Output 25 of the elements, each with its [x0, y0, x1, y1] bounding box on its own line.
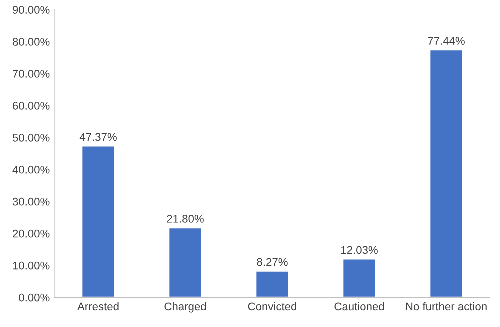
data-label: 21.80% [167, 215, 204, 223]
bar [81, 145, 116, 298]
y-tick-label: 90.00% [12, 6, 50, 14]
y-tick-label: 50.00% [12, 134, 50, 142]
x-tick-label: Arrested [78, 302, 119, 311]
y-tick-label: 0.00% [19, 294, 50, 302]
y-tick-label: 30.00% [12, 198, 50, 206]
y-tick-label: 20.00% [13, 230, 50, 238]
x-tick-label: Charged [164, 302, 206, 313]
data-label: 8.27% [257, 258, 288, 266]
bar [342, 258, 377, 298]
y-tick-label: 40.00% [12, 166, 50, 174]
y-tick-label: 10.00% [13, 262, 50, 270]
y-tick-label: 60.00% [13, 102, 50, 110]
bar [255, 270, 290, 298]
x-tick-label: No further action [406, 302, 487, 311]
x-tick-label: Cautioned [334, 302, 384, 311]
data-label: 77.44% [428, 37, 465, 45]
x-tick-label: Convicted [248, 302, 296, 311]
data-label: 12.03% [342, 246, 378, 254]
bar [429, 49, 464, 298]
y-tick-label: 80.00% [12, 38, 50, 46]
bar [168, 227, 203, 298]
data-label: 47.37% [80, 133, 117, 142]
y-tick-label: 70.00% [13, 70, 50, 78]
